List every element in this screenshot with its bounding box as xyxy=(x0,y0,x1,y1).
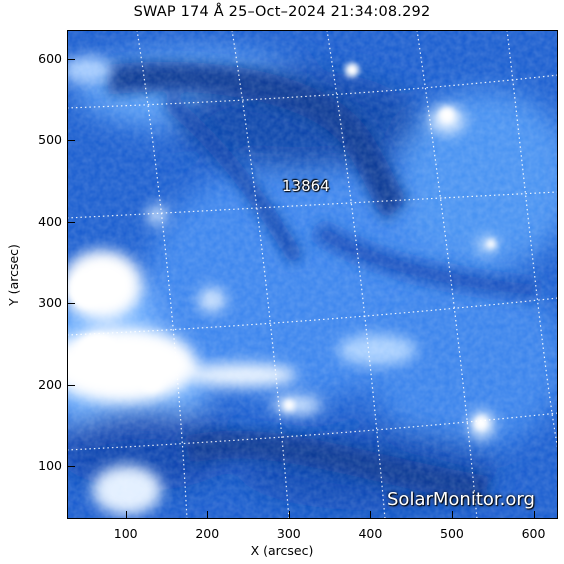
x-tick-mark xyxy=(288,511,290,519)
y-tick-mark xyxy=(67,303,75,305)
y-tick-mark xyxy=(67,221,75,223)
image-title: SWAP 174 Å 25–Oct–2024 21:34:08.292 xyxy=(133,4,431,20)
y-tick-mark xyxy=(67,384,75,386)
grid-line xyxy=(231,30,290,519)
euv-image-canvas xyxy=(67,30,558,519)
x-axis-label: X (arcsec) xyxy=(250,543,314,558)
y-tick-mark xyxy=(67,58,75,60)
x-tick-mark xyxy=(533,511,535,519)
x-tick-label: 300 xyxy=(276,526,301,541)
x-tick-mark xyxy=(370,511,372,519)
grid-line xyxy=(326,30,386,519)
y-tick-mark xyxy=(67,140,75,142)
coordinate-grid xyxy=(67,30,558,519)
grid-line xyxy=(506,30,558,451)
y-tick-label: 600 xyxy=(38,50,62,66)
x-tick-label: 600 xyxy=(521,526,546,541)
solar-image xyxy=(67,30,558,519)
x-tick-mark xyxy=(451,511,453,519)
x-tick-label: 100 xyxy=(113,526,138,541)
x-tick-mark xyxy=(207,511,209,519)
grid-line xyxy=(136,30,188,519)
x-tick-label: 200 xyxy=(195,526,220,541)
y-tick-label: 400 xyxy=(38,213,62,229)
x-tick-mark xyxy=(125,511,127,519)
y-tick-label: 100 xyxy=(38,458,62,474)
y-axis-label: Y (arcsec) xyxy=(6,244,21,306)
x-tick-label: 500 xyxy=(440,526,464,541)
active-region-label: 13864 xyxy=(282,177,330,195)
watermark-logo: SolarMonitor.org xyxy=(387,489,535,510)
x-tick-label: 400 xyxy=(358,526,383,541)
y-tick-label: 500 xyxy=(38,132,62,148)
grid-line xyxy=(67,191,558,219)
y-tick-label: 200 xyxy=(38,376,62,392)
y-tick-label: 300 xyxy=(38,295,62,311)
y-tick-mark xyxy=(67,466,75,468)
